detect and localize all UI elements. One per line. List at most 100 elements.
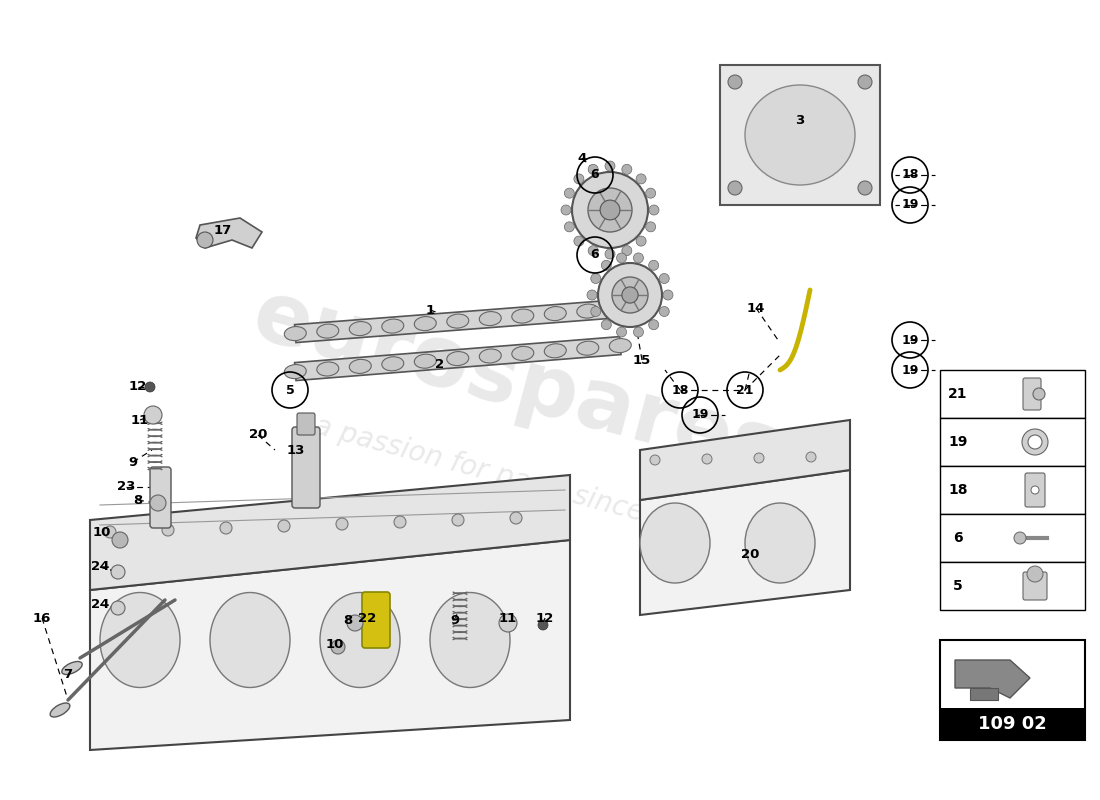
Circle shape	[278, 520, 290, 532]
Circle shape	[601, 200, 620, 220]
Bar	[940, 466, 1085, 514]
Text: 2: 2	[436, 358, 444, 371]
Ellipse shape	[100, 593, 180, 687]
Circle shape	[587, 290, 597, 300]
Ellipse shape	[576, 341, 598, 355]
Ellipse shape	[609, 302, 631, 316]
Circle shape	[331, 640, 345, 654]
Text: 5: 5	[286, 383, 295, 397]
Ellipse shape	[1033, 388, 1045, 400]
Bar	[940, 514, 1085, 562]
Ellipse shape	[544, 306, 566, 321]
Circle shape	[649, 320, 659, 330]
Text: 9: 9	[450, 614, 460, 626]
Text: 24: 24	[91, 598, 109, 611]
Text: 19: 19	[901, 334, 918, 346]
Ellipse shape	[480, 311, 502, 326]
Text: 13: 13	[287, 443, 305, 457]
Polygon shape	[720, 65, 880, 205]
Circle shape	[150, 495, 166, 511]
Text: 8: 8	[343, 614, 353, 626]
Polygon shape	[295, 337, 622, 381]
Circle shape	[621, 164, 631, 174]
Text: 20: 20	[249, 429, 267, 442]
Text: 16: 16	[33, 611, 52, 625]
Circle shape	[591, 274, 601, 283]
Text: 23: 23	[117, 481, 135, 494]
Text: 19: 19	[691, 409, 708, 422]
Circle shape	[649, 260, 659, 270]
Ellipse shape	[350, 359, 372, 374]
Circle shape	[510, 512, 522, 524]
Text: 21: 21	[736, 383, 754, 397]
Circle shape	[605, 161, 615, 171]
Circle shape	[336, 518, 348, 530]
Ellipse shape	[415, 354, 437, 368]
Circle shape	[858, 75, 872, 89]
Ellipse shape	[609, 338, 631, 353]
FancyBboxPatch shape	[292, 427, 320, 508]
Circle shape	[702, 454, 712, 464]
Circle shape	[1014, 532, 1026, 544]
Text: 19: 19	[901, 198, 918, 211]
Ellipse shape	[415, 317, 437, 330]
Circle shape	[561, 205, 571, 215]
Ellipse shape	[640, 503, 710, 583]
Polygon shape	[640, 470, 850, 615]
Circle shape	[574, 174, 584, 184]
Circle shape	[634, 327, 643, 337]
Circle shape	[621, 287, 638, 303]
Circle shape	[572, 172, 648, 248]
Bar	[940, 562, 1085, 610]
FancyBboxPatch shape	[297, 413, 315, 435]
Polygon shape	[196, 218, 262, 248]
Ellipse shape	[320, 593, 400, 687]
Polygon shape	[955, 660, 1030, 698]
Polygon shape	[295, 300, 622, 342]
Circle shape	[499, 614, 517, 632]
Circle shape	[659, 274, 669, 283]
Circle shape	[588, 164, 598, 174]
Circle shape	[649, 205, 659, 215]
Circle shape	[858, 181, 872, 195]
Ellipse shape	[317, 362, 339, 376]
Circle shape	[612, 277, 648, 313]
Ellipse shape	[745, 85, 855, 185]
Bar	[940, 640, 1085, 740]
Ellipse shape	[447, 314, 469, 328]
Circle shape	[591, 306, 601, 317]
FancyBboxPatch shape	[150, 467, 170, 528]
Circle shape	[111, 601, 125, 615]
Circle shape	[659, 306, 669, 317]
Ellipse shape	[284, 365, 306, 378]
Circle shape	[394, 516, 406, 528]
Text: 15: 15	[632, 354, 651, 366]
Text: 20: 20	[740, 549, 759, 562]
Circle shape	[574, 236, 584, 246]
Circle shape	[646, 222, 656, 232]
Circle shape	[1022, 429, 1048, 455]
Text: 9: 9	[129, 455, 138, 469]
Circle shape	[564, 188, 574, 198]
Circle shape	[728, 181, 743, 195]
Circle shape	[598, 263, 662, 327]
Circle shape	[605, 249, 615, 259]
Circle shape	[754, 453, 764, 463]
Text: 14: 14	[747, 302, 766, 314]
Circle shape	[346, 615, 363, 631]
Circle shape	[104, 526, 116, 538]
Text: 7: 7	[64, 669, 73, 682]
Polygon shape	[90, 475, 570, 590]
Circle shape	[112, 532, 128, 548]
Ellipse shape	[350, 322, 372, 336]
Circle shape	[111, 565, 125, 579]
Text: 19: 19	[901, 363, 918, 377]
Bar	[970, 688, 998, 700]
Circle shape	[145, 382, 155, 392]
Text: 11: 11	[499, 611, 517, 625]
Circle shape	[538, 620, 548, 630]
Circle shape	[564, 222, 574, 232]
Circle shape	[616, 253, 627, 263]
Text: 12: 12	[536, 611, 554, 625]
Circle shape	[636, 174, 646, 184]
